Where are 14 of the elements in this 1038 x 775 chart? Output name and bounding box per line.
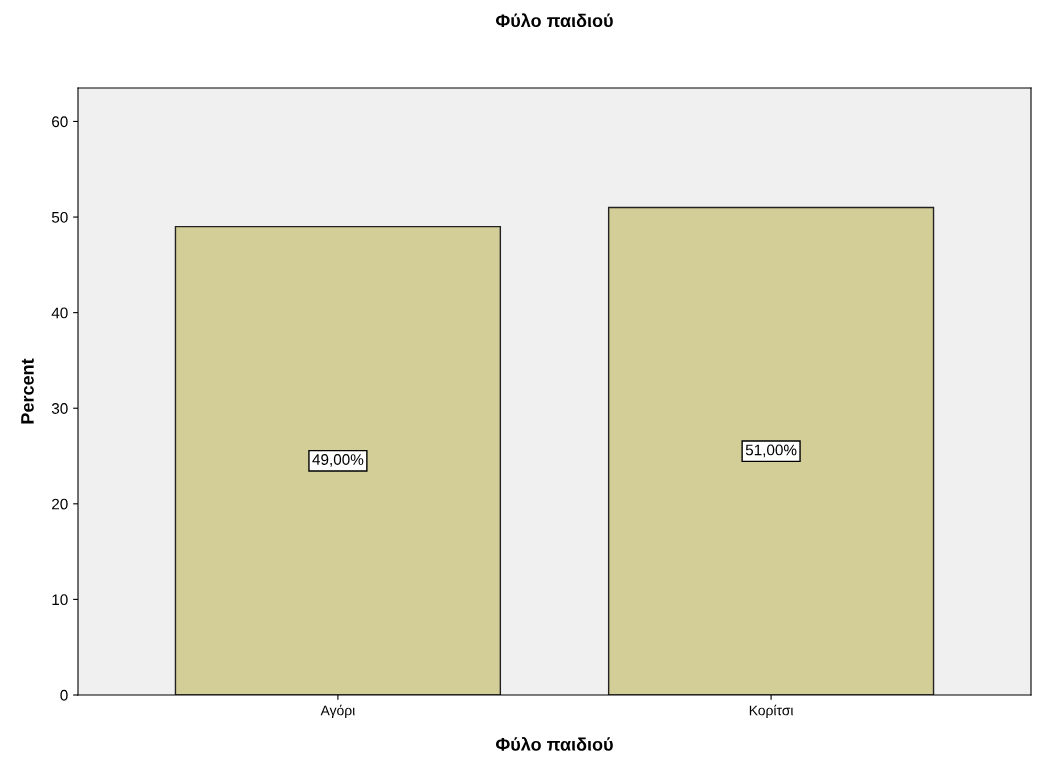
y-tick-label: 10 (52, 594, 68, 606)
data-label: 51,00% (745, 444, 797, 458)
y-tick-label: 30 (51, 403, 68, 414)
x-tick-label: Αγόρι (320, 704, 355, 719)
x-axis-title: Φύλο παιδιού (495, 737, 613, 751)
data-label: 49,00% (312, 454, 364, 467)
y-tick-label: 20 (52, 498, 68, 510)
y-tick-label: 50 (51, 211, 68, 223)
chart-title: Φύλο παιδιού (495, 13, 613, 28)
y-tick-label: 60 (52, 116, 68, 128)
x-tick-label: Κορίτσι (749, 704, 794, 719)
y-tick-label: 40 (51, 307, 68, 319)
y-tick-label: 0 (60, 689, 68, 701)
y-axis-title: Percent (21, 358, 34, 424)
